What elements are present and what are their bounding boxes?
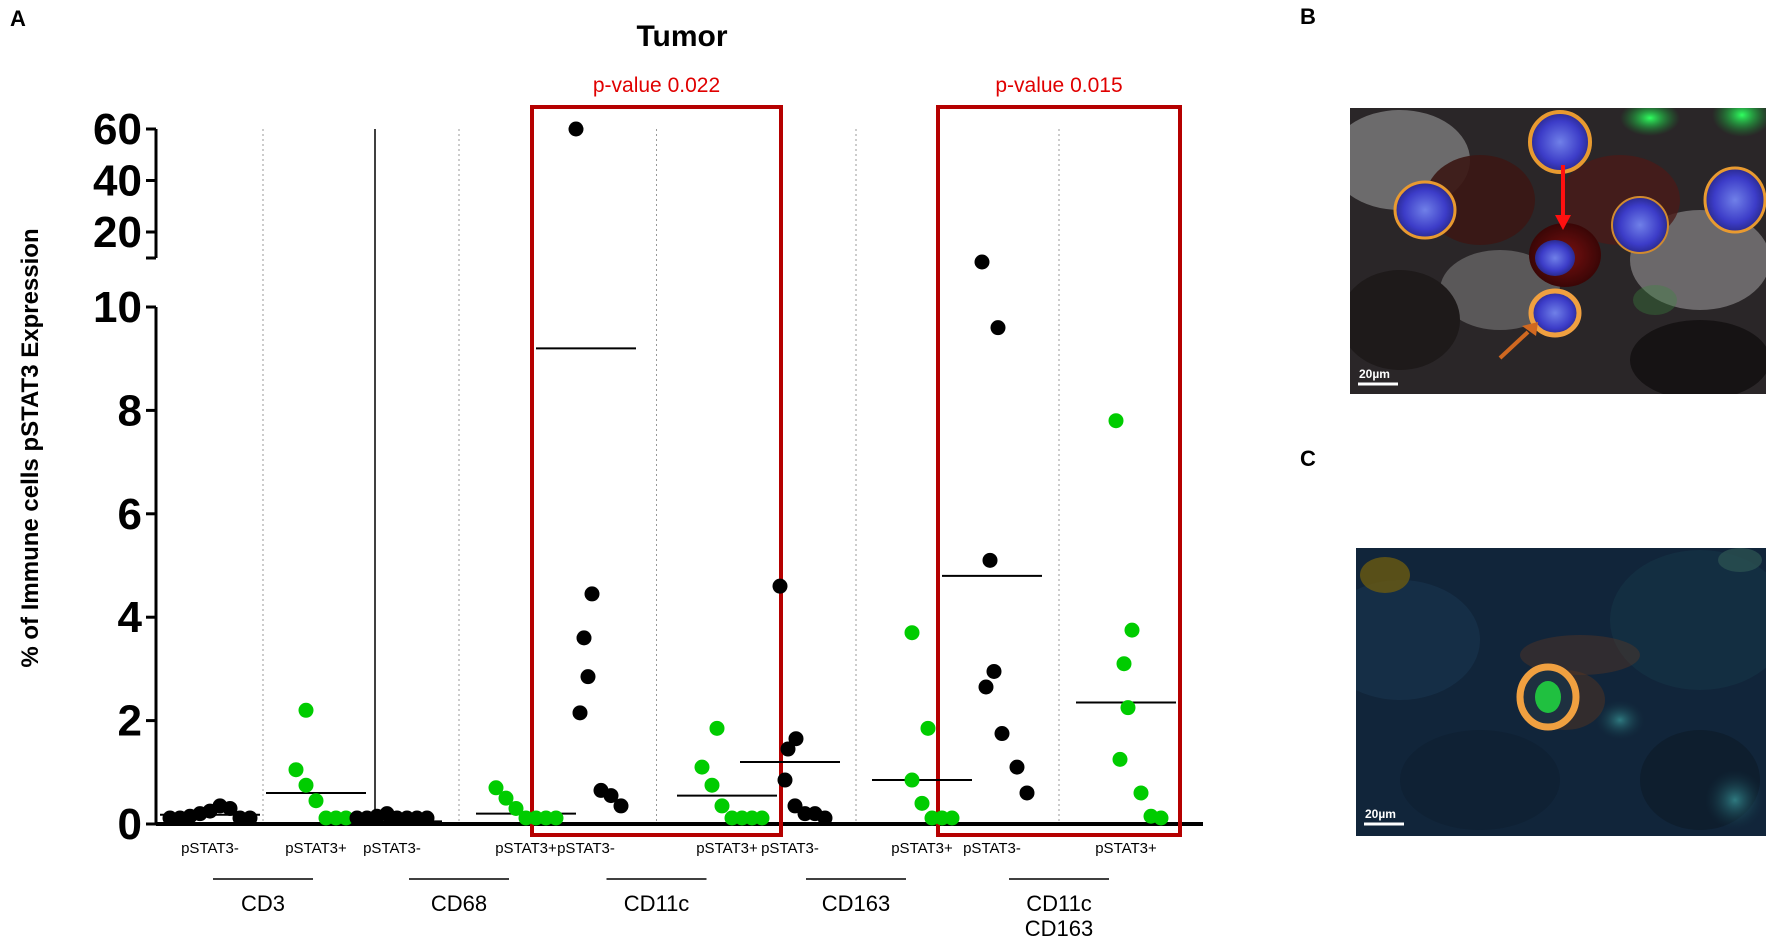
data-point [508, 800, 524, 816]
data-point [920, 720, 936, 736]
group-label: pSTAT3+ [1095, 840, 1157, 857]
group-label: pSTAT3+ [285, 840, 347, 857]
micrograph-b: 20µm [1350, 108, 1766, 394]
data-point [780, 741, 796, 757]
data-point [338, 810, 354, 826]
data-point [222, 800, 238, 816]
chart-title: Tumor [636, 20, 727, 53]
data-point [613, 798, 629, 814]
group-separators [262, 129, 1060, 824]
y-tick-label: 2 [118, 697, 142, 746]
panel-label-b: B [1300, 4, 1316, 29]
panel-label-a: A [10, 6, 26, 31]
group-label: pSTAT3+ [495, 840, 557, 857]
data-point [572, 705, 588, 721]
category-label: CD11c [1026, 891, 1092, 916]
data-point [788, 731, 804, 747]
y-tick-label: 60 [93, 105, 142, 154]
category-label: CD68 [431, 891, 487, 916]
group-label: pSTAT3- [557, 840, 615, 857]
data-point [488, 780, 504, 796]
data-point [308, 793, 324, 809]
data-point [548, 810, 564, 826]
group-label: pSTAT3- [363, 840, 421, 857]
highlight-box [530, 105, 783, 837]
y-axis-label: % of Immune cells pSTAT3 Expression [17, 228, 44, 667]
data-point [982, 552, 998, 568]
data-point [498, 790, 514, 806]
data-points [162, 121, 1169, 826]
category-label: CD163 [822, 891, 890, 916]
data-point [754, 810, 770, 826]
data-point [603, 788, 619, 804]
data-point [1009, 759, 1025, 775]
data-point [1120, 700, 1136, 716]
group-label: pSTAT3- [963, 840, 1021, 857]
data-point [944, 810, 960, 826]
data-point [1112, 751, 1128, 767]
scale-bar-label-c: 20µm [1365, 807, 1396, 821]
data-point [1116, 656, 1132, 672]
data-point [242, 810, 258, 826]
highlight-box [936, 105, 1182, 837]
data-point [1153, 810, 1169, 826]
data-point [904, 772, 920, 788]
data-point [1133, 785, 1149, 801]
data-point [580, 669, 596, 685]
group-label: pSTAT3+ [891, 840, 953, 857]
data-point [978, 679, 994, 695]
data-point [709, 720, 725, 736]
y-tick-label: 4 [118, 593, 143, 642]
data-point [576, 630, 592, 646]
data-point [974, 254, 990, 270]
panel-label-c: C [1300, 446, 1316, 471]
micrograph-c: 20µm [1356, 548, 1766, 836]
y-tick-label: 10 [93, 283, 142, 332]
category-label: CD11c [624, 891, 690, 916]
data-point [994, 726, 1010, 742]
group-label: pSTAT3- [181, 840, 239, 857]
data-point [288, 762, 304, 778]
scale-bar-label-b: 20µm [1359, 367, 1390, 381]
y-tick-label: 40 [93, 157, 142, 206]
data-point [298, 777, 314, 793]
data-point [772, 578, 788, 594]
data-point [777, 772, 793, 788]
data-point [1124, 622, 1140, 638]
category-label: CD163 [1025, 916, 1093, 941]
mean-lines [160, 347, 1176, 823]
data-point [694, 759, 710, 775]
data-point [584, 586, 600, 602]
y-tick-label: 20 [93, 208, 142, 257]
y-tick-label: 6 [118, 490, 142, 539]
data-point [568, 121, 584, 137]
data-point [1019, 785, 1035, 801]
data-point [904, 625, 920, 641]
data-point [817, 810, 833, 826]
data-point [419, 810, 435, 826]
data-point [1108, 413, 1124, 429]
data-point [298, 702, 314, 718]
group-label: pSTAT3+ [696, 840, 758, 857]
data-point [986, 663, 1002, 679]
orange-arrow-icon [1498, 330, 1530, 360]
category-label: CD3 [241, 891, 285, 916]
highlight-boxes: p-value 0.022 p-value 0.015 [530, 74, 1182, 837]
data-point [704, 777, 720, 793]
data-point [714, 798, 730, 814]
y-tick-label: 0 [118, 800, 142, 849]
p-value-label: p-value 0.015 [995, 74, 1122, 97]
data-point [990, 320, 1006, 336]
y-tick-label: 8 [118, 386, 142, 435]
data-point [914, 795, 930, 811]
group-label: pSTAT3- [761, 840, 819, 857]
p-value-label: p-value 0.022 [593, 74, 720, 97]
scatter-chart: Tumor % of Immune cells pSTAT3 Expressio… [17, 20, 1203, 941]
